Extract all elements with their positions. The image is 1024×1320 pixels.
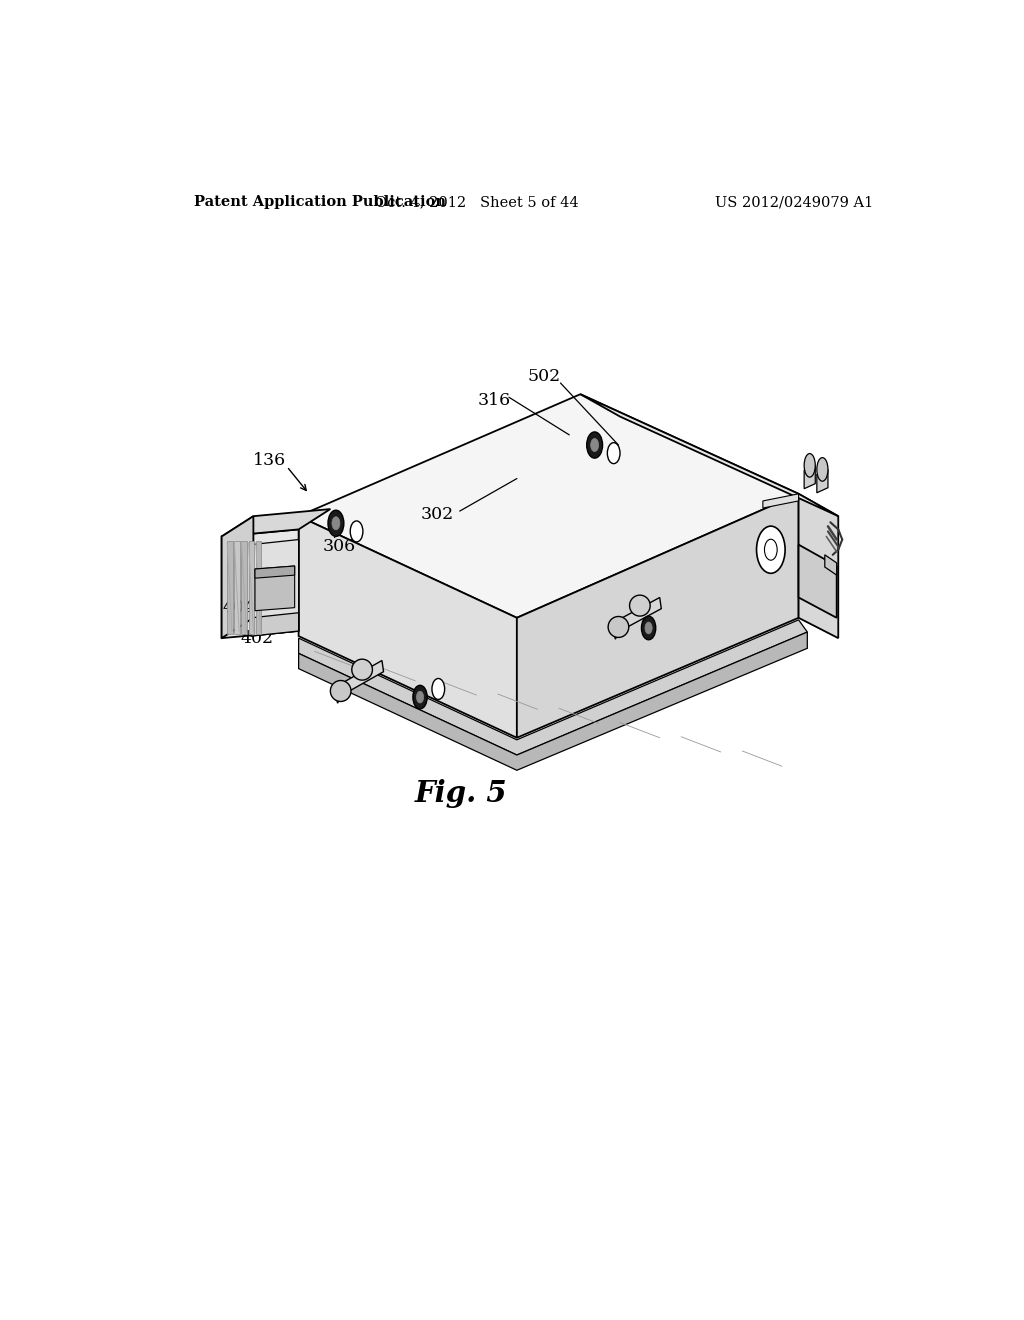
Ellipse shape <box>608 616 629 638</box>
Ellipse shape <box>817 458 828 482</box>
Ellipse shape <box>350 521 362 543</box>
Polygon shape <box>249 541 254 634</box>
Ellipse shape <box>804 454 815 477</box>
Polygon shape <box>517 494 799 738</box>
Ellipse shape <box>645 622 652 634</box>
Ellipse shape <box>352 659 373 680</box>
Polygon shape <box>581 395 839 516</box>
Polygon shape <box>799 494 839 638</box>
Polygon shape <box>255 566 295 578</box>
Polygon shape <box>227 541 232 634</box>
Polygon shape <box>817 470 828 492</box>
Polygon shape <box>299 395 799 618</box>
Text: Patent Application Publication: Patent Application Publication <box>194 195 445 209</box>
Text: US 2012/0249079 A1: US 2012/0249079 A1 <box>716 195 873 209</box>
Polygon shape <box>221 510 331 536</box>
Text: 402: 402 <box>241 630 273 647</box>
Polygon shape <box>804 466 815 488</box>
Ellipse shape <box>331 681 351 701</box>
Polygon shape <box>251 540 299 636</box>
Ellipse shape <box>432 678 444 700</box>
Ellipse shape <box>757 527 785 573</box>
Ellipse shape <box>413 685 427 709</box>
Ellipse shape <box>417 692 424 704</box>
Polygon shape <box>613 620 620 639</box>
Ellipse shape <box>587 432 602 458</box>
Text: 404: 404 <box>222 599 256 616</box>
Ellipse shape <box>765 540 777 560</box>
Polygon shape <box>234 541 240 634</box>
Polygon shape <box>255 566 295 611</box>
Polygon shape <box>256 541 261 634</box>
Ellipse shape <box>328 511 344 536</box>
Polygon shape <box>824 554 837 576</box>
Polygon shape <box>299 632 807 771</box>
Polygon shape <box>299 516 517 738</box>
Ellipse shape <box>607 442 620 463</box>
Ellipse shape <box>641 616 655 640</box>
Polygon shape <box>299 620 807 755</box>
Polygon shape <box>799 545 837 618</box>
Text: 136: 136 <box>253 451 286 469</box>
Polygon shape <box>763 494 799 508</box>
Polygon shape <box>336 684 342 704</box>
Text: Fig. 5: Fig. 5 <box>415 779 508 808</box>
Ellipse shape <box>630 595 650 616</box>
Ellipse shape <box>332 516 340 529</box>
Polygon shape <box>618 598 662 631</box>
Text: 306: 306 <box>323 539 355 556</box>
Text: 316: 316 <box>478 392 511 409</box>
Polygon shape <box>251 612 299 636</box>
Polygon shape <box>341 660 384 696</box>
Text: 502: 502 <box>527 368 560 385</box>
Ellipse shape <box>591 438 599 451</box>
Polygon shape <box>221 529 299 638</box>
Polygon shape <box>242 541 247 634</box>
Polygon shape <box>221 516 253 638</box>
Text: Oct. 4, 2012   Sheet 5 of 44: Oct. 4, 2012 Sheet 5 of 44 <box>376 195 579 209</box>
Text: 302: 302 <box>421 506 454 523</box>
